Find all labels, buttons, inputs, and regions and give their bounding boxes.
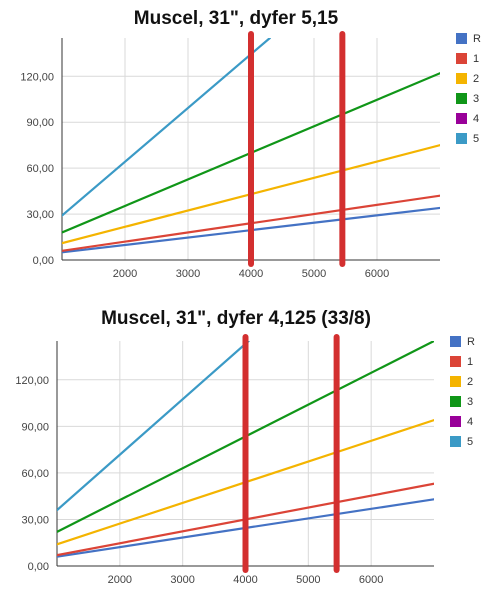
y-tick-label: 90,00: [26, 117, 54, 129]
y-tick-label: 30,00: [21, 514, 49, 526]
legend-label: R: [467, 336, 475, 348]
plot-area: [57, 334, 434, 573]
legend-swatch: [450, 416, 461, 427]
x-tick-label: 5000: [302, 268, 326, 280]
legend-swatch: [456, 133, 467, 144]
legend-label: 2: [467, 376, 473, 388]
legend-swatch: [450, 436, 461, 447]
legend-swatch: [450, 376, 461, 387]
legend-label: 1: [467, 356, 473, 368]
y-tick-label: 0,00: [33, 255, 54, 267]
x-tick-label: 4000: [233, 574, 257, 586]
y-tick-label: 120,00: [15, 375, 49, 387]
chart-title: Muscel, 31", dyfer 5,15: [134, 8, 339, 29]
legend-label: 5: [467, 436, 473, 448]
plot-area: [62, 31, 440, 267]
legend-label: 2: [473, 73, 479, 85]
x-tick-label: 3000: [170, 574, 194, 586]
grid: 0,00 30,00 60,00 90,00 120,00 2000 3000 4000 500…: [20, 38, 440, 280]
x-tick-label: 3000: [176, 268, 200, 280]
legend-swatch: [456, 93, 467, 104]
x-tick-label: 5000: [296, 574, 320, 586]
legend-swatch: [450, 336, 461, 347]
legend-swatch: [456, 33, 467, 44]
legend: R 1 2 3 4 5: [456, 33, 481, 145]
legend-label: R: [473, 33, 481, 45]
x-tick-label: 4000: [239, 268, 263, 280]
legend-label: 1: [473, 53, 479, 65]
x-tick-label: 2000: [113, 268, 137, 280]
y-tick-label: 120,00: [20, 71, 54, 83]
legend-label: 3: [473, 93, 479, 105]
legend-label: 4: [467, 416, 473, 428]
legend-label: 3: [467, 396, 473, 408]
series-line-5: [57, 341, 250, 512]
legend-label: 4: [473, 113, 479, 125]
y-tick-label: 60,00: [21, 468, 49, 480]
legend-label: 5: [473, 133, 479, 145]
chart-top: Muscel, 31", dyfer 5,15 0,00 30,00 60,00 90…: [20, 8, 481, 280]
legend: R 1 2 3 4 5: [450, 336, 475, 448]
legend-swatch: [456, 113, 467, 124]
legend-swatch: [456, 53, 467, 64]
y-tick-label: 30,00: [26, 209, 54, 221]
legend-swatch: [456, 73, 467, 84]
x-tick-label: 6000: [365, 268, 389, 280]
chart-bottom: Muscel, 31", dyfer 4,125 (33/8) 0,0030,0…: [15, 308, 475, 586]
legend-swatch: [450, 396, 461, 407]
x-tick-label: 2000: [108, 574, 132, 586]
x-tick-label: 6000: [359, 574, 383, 586]
series-line-5: [62, 38, 271, 217]
y-tick-label: 90,00: [21, 421, 49, 433]
chart-title: Muscel, 31", dyfer 4,125 (33/8): [101, 308, 371, 329]
grid: 0,00 30,00 60,00 90,00 120,00 2000 3000 4000 500…: [15, 341, 434, 586]
y-tick-label: 60,00: [26, 163, 54, 175]
y-tick-label: 0,00: [28, 561, 49, 573]
legend-swatch: [450, 356, 461, 367]
